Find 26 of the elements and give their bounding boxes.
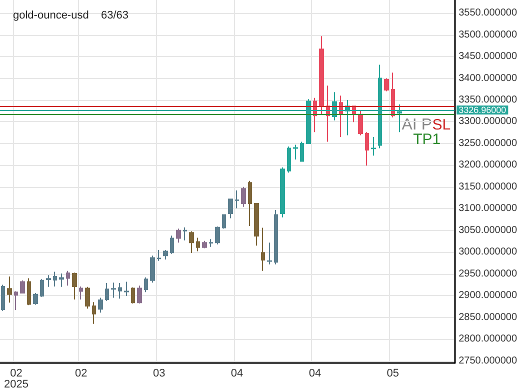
x-tick-label: 02 2025 <box>4 368 28 390</box>
y-tick-label: 3250.000000 <box>458 138 518 149</box>
ref-line-label: 3326.96000 <box>458 105 506 116</box>
y-tick-label: 3200.000000 <box>458 160 518 171</box>
y-tick-label: 3050.000000 <box>458 224 518 236</box>
y-tick-label: 2800.000000 <box>458 334 518 345</box>
y-tick-label: 3550.000000 <box>458 8 518 19</box>
x-tick-label: 04 <box>308 368 322 380</box>
y-tick-label: 2750.000000 <box>458 355 518 366</box>
text: gold-ounce-usd <box>13 10 89 22</box>
y-tick-label: 3400.000000 <box>458 72 518 84</box>
text: 63/63 <box>101 10 129 22</box>
y-tick-label: 3450.000000 <box>458 51 518 62</box>
y-tick-label: 2900.000000 <box>458 290 518 302</box>
y-tick-label: 3000.000000 <box>458 246 518 258</box>
y-tick-label: 2850.000000 <box>458 312 518 323</box>
y-tick-label: 3100.000000 <box>458 203 518 214</box>
x-tick-label: 04 <box>230 368 244 380</box>
y-tick-label: 3300.000000 <box>458 116 518 128</box>
x-tick-label: 02 <box>75 368 88 380</box>
x-tick-label: 05 <box>386 368 400 380</box>
y-tick-label: 2950.000000 <box>458 268 518 280</box>
x-tick-label: 03 <box>152 368 166 380</box>
y-tick-label: 3500.000000 <box>458 29 518 40</box>
y-tick-label: 3150.000000 <box>458 181 518 192</box>
y-tick-label: 3350.000000 <box>458 94 518 106</box>
